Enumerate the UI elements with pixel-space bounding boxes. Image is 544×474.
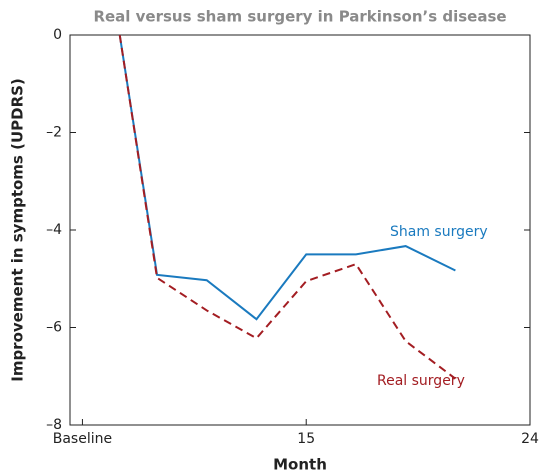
y-tick-label: –6 (46, 320, 62, 336)
x-tick-label: 15 (297, 431, 315, 447)
x-tick-label: 24 (521, 431, 539, 447)
x-axis-title: Month (273, 456, 327, 474)
y-tick-label: 0 (53, 27, 62, 43)
y-axis-title: Improvement in symptoms (UPDRS) (9, 78, 27, 382)
series-label: Real surgery (377, 373, 465, 389)
chart-title: Real versus sham surgery in Parkinson’s … (93, 8, 506, 26)
x-tick-label: Baseline (53, 431, 112, 447)
y-tick-label: –4 (46, 222, 62, 238)
line (118, 35, 457, 380)
series-label: Sham surgery (390, 224, 488, 240)
y-tick-label: –8 (46, 417, 62, 433)
y-tick-label: –2 (46, 125, 62, 141)
line (118, 35, 456, 321)
